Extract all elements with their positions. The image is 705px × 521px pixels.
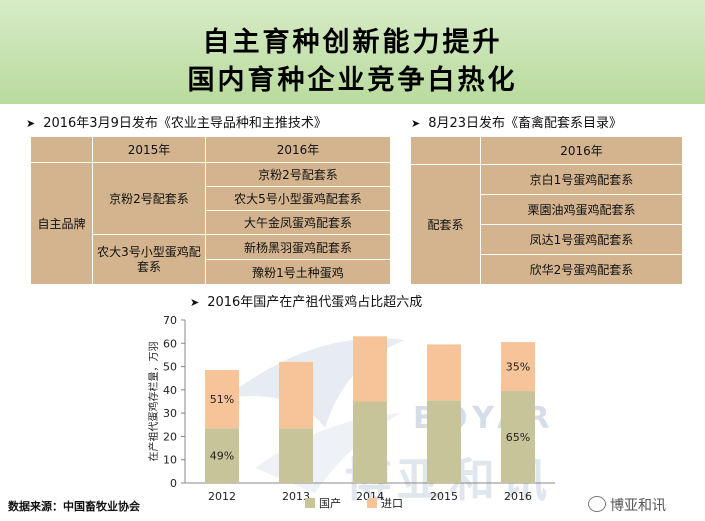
- bullet-arrow-icon: ➤: [26, 117, 36, 130]
- data-label: 51%: [210, 393, 234, 406]
- lineage-item: 欣华2号蛋鸡配套系: [480, 254, 683, 285]
- cell-2015-group1: 京粉2号配套系: [92, 162, 206, 235]
- bar-segment: [353, 336, 387, 402]
- data-source-note: 数据来源：中国畜牧业协会: [8, 500, 140, 513]
- y-tick-label: 20: [163, 430, 177, 443]
- data-label: 35%: [506, 361, 530, 374]
- y-tick-label: 40: [163, 384, 177, 397]
- title-line-1: 自主育种创新能力提升: [202, 27, 503, 58]
- right-lineage-table: 2016年 配套系 京白1号蛋鸡配套系 栗園油鸡蛋鸡配套系 凤达1号蛋鸡配套系 …: [410, 136, 683, 285]
- title-line-2: 国内育种企业竞争白热化: [187, 65, 518, 96]
- lineage-item: 凤达1号蛋鸡配套系: [480, 224, 683, 255]
- wechat-brand: 博亚和讯: [588, 495, 666, 515]
- cell-2016-item: 豫粉1号土种蛋鸡: [205, 259, 391, 285]
- cell-2016-item: 大午金凤蛋鸡配套系: [205, 210, 391, 235]
- bar-segment: [353, 401, 387, 483]
- cell-2015-group2: 农大3号小型蛋鸡配套系: [92, 234, 206, 285]
- legend-swatch: [305, 498, 315, 508]
- col-header-2016: 2016年: [480, 136, 683, 165]
- x-tick-label: 2013: [282, 490, 310, 503]
- bar-segment: [501, 342, 535, 392]
- bar-segment: [501, 391, 535, 483]
- bar-segment: [427, 344, 461, 401]
- lineage-item: 栗園油鸡蛋鸡配套系: [480, 194, 683, 225]
- col-header-2016: 2016年: [205, 136, 391, 163]
- legend-label: 国产: [319, 496, 341, 510]
- left-brand-table: 2015年 2016年 自主品牌 京粉2号配套系 京粉2号配套系 农大5号小型蛋…: [30, 136, 391, 285]
- right-section-heading: ➤ 8月23日发布《畜禽配套系目录》: [411, 116, 623, 131]
- bar-segment: [427, 400, 461, 483]
- x-tick-label: 2012: [208, 490, 236, 503]
- wechat-icon: [588, 496, 606, 512]
- left-section-heading: ➤ 2016年3月9日发布《农业主导品种和主推技术》: [26, 116, 327, 131]
- bar-segment: [279, 361, 313, 429]
- cell-2016-item: 京粉2号配套系: [205, 162, 391, 187]
- stacked-bar-chart: 0 10 20 30 40 50 60 70 在产祖代蛋鸡存栏量，万羽 49% 51% 2012 201…: [147, 314, 555, 510]
- y-tick-label: 50: [163, 361, 177, 374]
- chart-heading: ➤ 2016年国产在产祖代蛋鸡占比超六成: [190, 295, 423, 310]
- title-banner: 自主育种创新能力提升 国内育种企业竞争白热化: [0, 0, 705, 104]
- data-label: 49%: [210, 450, 234, 463]
- data-label: 65%: [506, 431, 530, 444]
- y-tick-label: 70: [163, 314, 177, 327]
- row-label-lineage: 配套系: [410, 164, 481, 285]
- bullet-arrow-icon: ➤: [190, 296, 200, 309]
- bar-segment: [279, 428, 313, 483]
- row-label-brand: 自主品牌: [30, 162, 93, 285]
- legend-label: 进口: [381, 497, 403, 510]
- bar-segment: [205, 370, 239, 429]
- y-tick-label: 0: [170, 477, 177, 490]
- x-tick-label: 2016: [504, 490, 532, 503]
- bullet-arrow-icon: ➤: [411, 117, 421, 130]
- y-tick-label: 10: [163, 454, 177, 467]
- y-axis-label: 在产祖代蛋鸡存栏量，万羽: [147, 342, 160, 462]
- y-tick-label: 60: [163, 337, 177, 350]
- legend-swatch: [367, 498, 377, 508]
- col-header-2015: 2015年: [92, 136, 206, 163]
- bar-segment: [205, 428, 239, 483]
- lineage-item: 京白1号蛋鸡配套系: [480, 164, 683, 195]
- x-tick-label: 2015: [430, 490, 458, 503]
- cell-2016-item: 新杨黑羽蛋鸡配套系: [205, 234, 391, 260]
- cell-2016-item: 农大5号小型蛋鸡配套系: [205, 186, 391, 211]
- y-tick-label: 30: [163, 407, 177, 420]
